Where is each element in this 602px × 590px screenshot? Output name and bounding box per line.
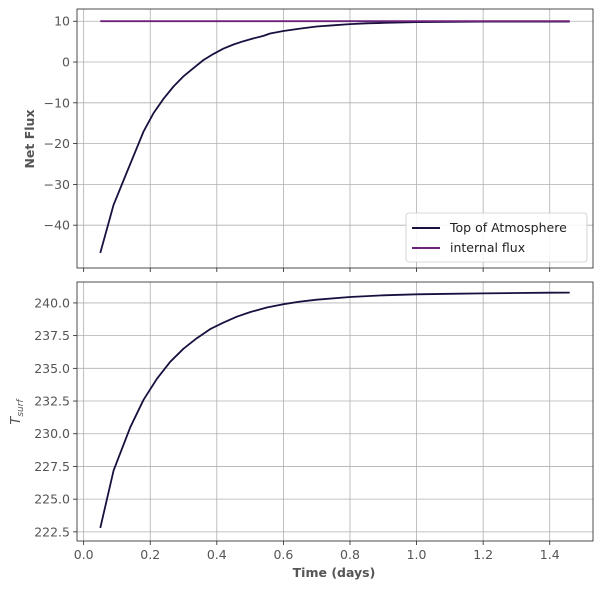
series-line-top-of-atmosphere: [99, 20, 570, 254]
x-tick-label: 0.4: [207, 547, 227, 562]
series-line-tsurf: [99, 291, 570, 529]
net-flux-subplot: 10 0 −10 −20 −30 −40 Net Flux Top of Atmosphe…: [22, 8, 594, 272]
tsurf-ylabel-sub: surf: [16, 398, 26, 417]
net-flux-ylabel: Net Flux: [22, 109, 37, 168]
y-tick-label: 225.0: [34, 492, 70, 507]
y-tick-label: 235.0: [34, 361, 70, 376]
y-tick-label: 240.0: [34, 295, 70, 310]
y-tick-label: −20: [44, 136, 70, 151]
legend: Top of Atmosphere internal flux: [405, 212, 588, 263]
y-tick-label: 230.0: [34, 426, 70, 441]
y-tick-label: 0: [62, 55, 70, 70]
x-tick-label: 0.0: [74, 547, 94, 562]
tsurf-ylabel: Tsurf: [9, 398, 26, 425]
y-tick-label: 237.5: [34, 328, 70, 343]
surface-temperature-subplot: 0.0 0.2 0.4 0.6 0.8 1.0 1.2 1.4 240.0 237.5 235.0 2…: [9, 281, 594, 580]
y-tick-label: 227.5: [34, 459, 70, 474]
x-tick-label: 0.6: [273, 547, 293, 562]
x-tick-label: 1.2: [473, 547, 493, 562]
y-tick-label: −40: [44, 218, 70, 233]
tsurf-axes-frame: [76, 281, 594, 542]
tsurf-grid: [77, 282, 593, 541]
tsurf-lines: [99, 291, 570, 529]
net-flux-lines: [99, 20, 570, 254]
x-tick-label: 0.2: [140, 547, 160, 562]
legend-label-internal-flux: internal flux: [450, 240, 525, 255]
net-flux-axes-frame: [76, 8, 594, 269]
net-flux-ticks: 10 0 −10 −20 −30 −40: [44, 14, 551, 272]
y-tick-label: 10: [54, 14, 70, 29]
x-tick-label: 0.8: [340, 547, 360, 562]
y-tick-label: −30: [44, 177, 70, 192]
x-tick-label: 1.0: [407, 547, 427, 562]
tsurf-ylabel-main: T: [9, 416, 24, 425]
y-tick-label: 232.5: [34, 394, 70, 409]
tsurf-ticks: 0.0 0.2 0.4 0.6 0.8 1.0 1.2 1.4 240.0 237.5 235.0 2…: [34, 295, 560, 562]
legend-label-top-of-atmosphere: Top of Atmosphere: [449, 220, 567, 235]
y-tick-label: −10: [44, 95, 70, 110]
time-xlabel: Time (days): [293, 565, 376, 580]
legend-box: [405, 212, 588, 263]
y-tick-label: 222.5: [34, 524, 70, 539]
x-tick-label: 1.4: [540, 547, 560, 562]
